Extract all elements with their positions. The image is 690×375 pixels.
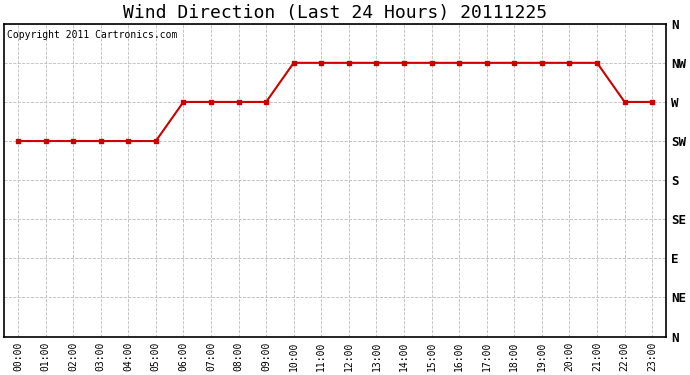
Text: Copyright 2011 Cartronics.com: Copyright 2011 Cartronics.com	[8, 30, 178, 40]
Title: Wind Direction (Last 24 Hours) 20111225: Wind Direction (Last 24 Hours) 20111225	[123, 4, 547, 22]
